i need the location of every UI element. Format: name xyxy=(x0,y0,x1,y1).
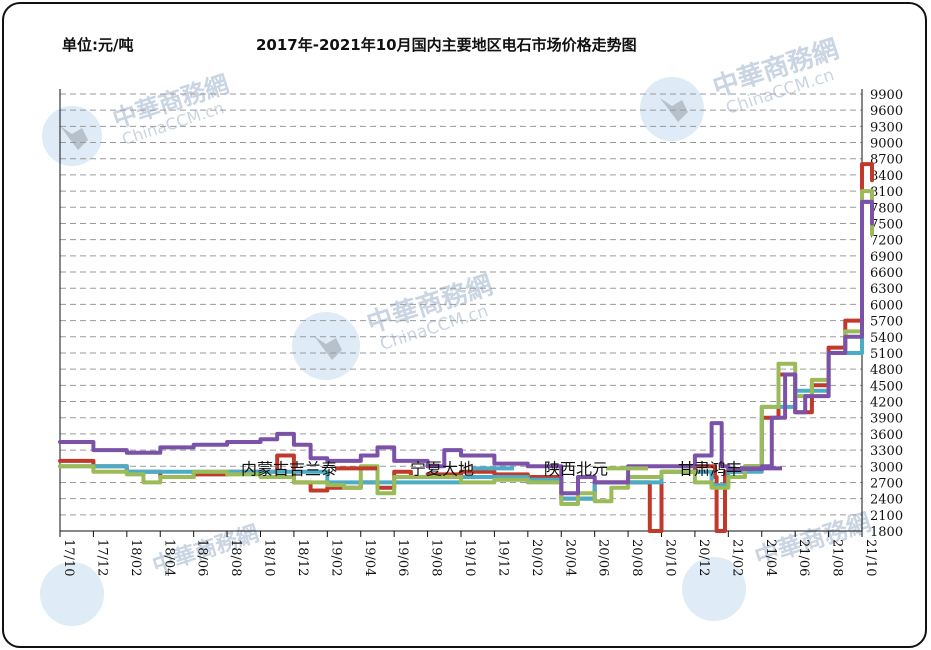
unit-label: 单位:元/吨 xyxy=(62,36,134,54)
y-tick-label: 7500 xyxy=(870,217,903,232)
x-tick-label: 20/04 xyxy=(562,539,577,576)
y-tick-label: 2100 xyxy=(870,509,903,524)
y-tick-label: 8100 xyxy=(870,185,903,200)
x-tick-label: 17/12 xyxy=(94,539,109,576)
y-tick-label: 3600 xyxy=(870,428,903,443)
x-tick-label: 21/08 xyxy=(830,539,845,576)
x-tick-label: 19/04 xyxy=(362,539,377,576)
y-tick-label: 5100 xyxy=(870,347,903,362)
x-tick-label: 20/12 xyxy=(696,539,711,576)
x-tick-label: 21/06 xyxy=(796,539,811,576)
y-tick-label: 7200 xyxy=(870,234,903,249)
y-tick-label: 3900 xyxy=(870,412,903,427)
y-tick-label: 3300 xyxy=(870,444,903,459)
x-tick-label: 20/06 xyxy=(596,539,611,576)
y-tick-label: 4500 xyxy=(870,379,903,394)
x-tick-label: 19/06 xyxy=(395,539,410,576)
x-tick-label: 20/10 xyxy=(663,539,678,576)
x-tick-label: 21/10 xyxy=(863,539,878,576)
y-tick-label: 5700 xyxy=(870,315,903,330)
x-tick-label: 18/02 xyxy=(128,539,143,576)
series-line-3 xyxy=(58,199,874,496)
legend-label-1: 宁夏大地 xyxy=(410,459,474,478)
y-tick-label: 6600 xyxy=(870,266,903,281)
x-tick-label: 18/04 xyxy=(161,539,176,576)
y-tick-label: 2700 xyxy=(870,476,903,491)
x-tick-label: 18/06 xyxy=(195,539,210,576)
y-tick-label: 5400 xyxy=(870,331,903,346)
legend-label-0: 内蒙古吉兰泰 xyxy=(241,459,337,478)
y-tick-label: 9300 xyxy=(870,120,903,135)
y-tick-label: 9900 xyxy=(870,88,903,103)
y-tick-label: 6000 xyxy=(870,298,903,313)
x-tick-label: 19/12 xyxy=(495,539,510,576)
y-tick-label: 2400 xyxy=(870,493,903,508)
y-tick-label: 4200 xyxy=(870,396,903,411)
legend-label-3: 甘肃鸿丰 xyxy=(678,459,742,478)
y-tick-label: 7800 xyxy=(870,201,903,216)
y-tick-label: 3000 xyxy=(870,460,903,475)
x-tick-label: 19/02 xyxy=(328,539,343,576)
x-tick-label: 21/02 xyxy=(729,539,744,576)
x-tick-label: 20/08 xyxy=(629,539,644,576)
x-tick-label: 19/10 xyxy=(462,539,477,576)
x-tick-label: 17/10 xyxy=(61,539,76,576)
x-tick-label: 18/12 xyxy=(295,539,310,576)
y-tick-label: 8400 xyxy=(870,169,903,184)
y-tick-label: 6900 xyxy=(870,250,903,265)
chart-title: 2017年-2021年10月国内主要地区电石市场价格走势图 xyxy=(256,36,637,54)
y-tick-label: 8700 xyxy=(870,153,903,168)
legend-label-2: 陕西北元 xyxy=(544,459,608,478)
x-tick-label: 18/08 xyxy=(228,539,243,576)
x-tick-label: 19/08 xyxy=(429,539,444,576)
y-tick-label: 9000 xyxy=(870,137,903,152)
y-tick-label: 4800 xyxy=(870,363,903,378)
y-tick-label: 9600 xyxy=(870,104,903,119)
x-tick-label: 20/02 xyxy=(529,539,544,576)
x-tick-label: 18/10 xyxy=(262,539,277,576)
y-tick-label: 1800 xyxy=(870,525,903,540)
y-tick-label: 6300 xyxy=(870,282,903,297)
x-tick-label: 21/04 xyxy=(763,539,778,576)
